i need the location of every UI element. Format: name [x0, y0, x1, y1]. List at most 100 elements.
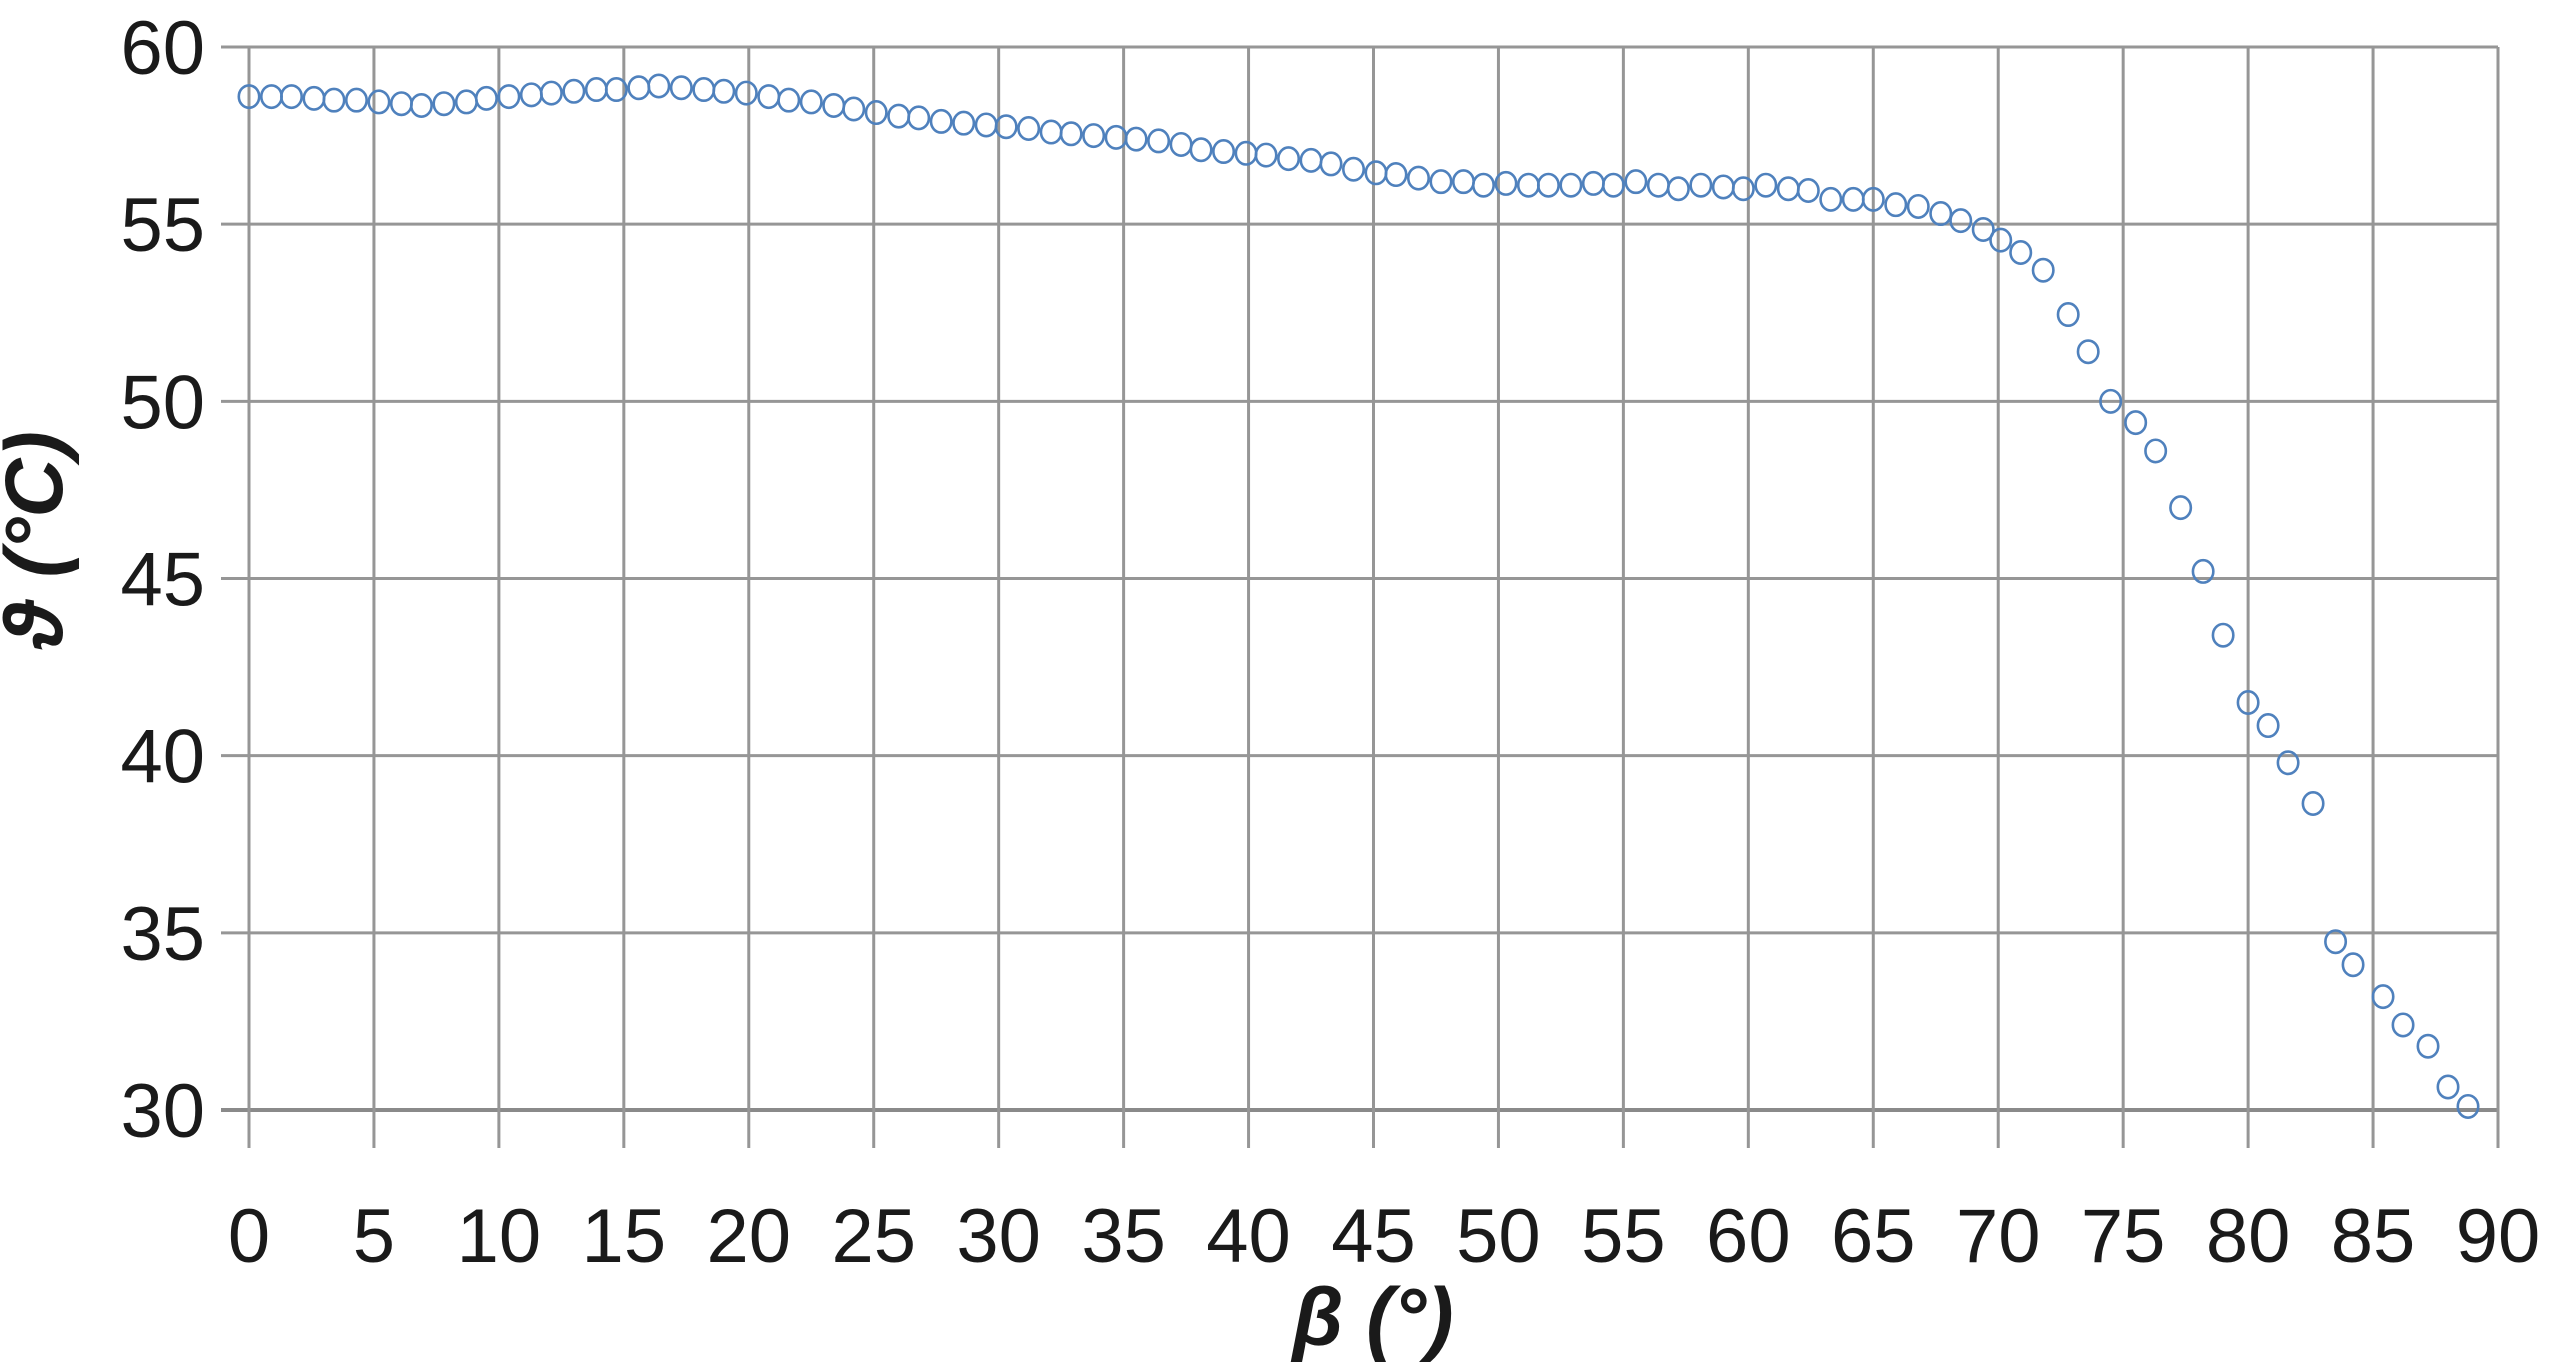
y-tick-label: 35 [120, 892, 205, 977]
x-tick-label: 5 [353, 1194, 395, 1279]
data-point [1841, 186, 1865, 212]
gridlines [221, 45, 2500, 1148]
x-tick-labels: 0 5 10 15 20 25 30 35 40 45 50 55 60 65 70 75 80 85 90 [228, 1194, 2540, 1279]
data-point [929, 108, 953, 134]
data-point [1429, 169, 1453, 195]
x-tick-label: 35 [1081, 1194, 1166, 1279]
x-tick-label: 70 [1956, 1194, 2041, 1279]
data-point [1929, 201, 1953, 227]
data-point [757, 84, 781, 110]
data-point [1536, 172, 1560, 198]
data-point [279, 84, 303, 110]
x-tick-label: 50 [1456, 1194, 1541, 1279]
data-point [1169, 131, 1193, 157]
y-tick-label: 50 [120, 360, 205, 445]
data-point [822, 92, 846, 118]
data-point [474, 85, 498, 111]
data-point [2371, 984, 2395, 1010]
data-point [237, 84, 261, 110]
x-tick-label: 10 [457, 1194, 542, 1279]
x-tick-label: 55 [1581, 1194, 1666, 1279]
x-tick-label: 90 [2456, 1194, 2541, 1279]
y-tick-label: 30 [120, 1069, 205, 1154]
data-point [2144, 438, 2168, 464]
data-point [1624, 169, 1648, 195]
data-point [907, 105, 931, 131]
data-point [1516, 172, 1540, 198]
data-point [1364, 160, 1388, 186]
x-tick-label: 45 [1331, 1194, 1416, 1279]
x-tick-label: 20 [707, 1194, 792, 1279]
data-point [2056, 302, 2080, 328]
data-point [1406, 165, 1430, 191]
data-point [734, 80, 758, 106]
data-point [432, 91, 456, 117]
data-point [562, 78, 586, 104]
data-point [2301, 791, 2325, 817]
data-point [712, 78, 736, 104]
data-point [2076, 339, 2100, 365]
data-point [1147, 128, 1171, 154]
data-point [1949, 208, 1973, 234]
y-tick-labels: 30 35 40 45 50 55 60 [120, 6, 205, 1154]
data-point [1731, 176, 1755, 202]
data-point [344, 87, 368, 113]
x-tick-label: 75 [2081, 1194, 2166, 1279]
data-point [1796, 178, 1820, 204]
data-point [584, 77, 608, 103]
data-point [2191, 558, 2215, 584]
data-point [497, 84, 521, 110]
data-point [2099, 388, 2123, 414]
data-point [1711, 174, 1735, 200]
data-point [604, 77, 628, 103]
x-tick-label: 25 [831, 1194, 916, 1279]
data-point [1906, 193, 1930, 219]
data-point [1277, 146, 1301, 172]
data-point [1082, 123, 1106, 149]
data-point [1666, 176, 1690, 202]
data-point [2236, 690, 2260, 716]
x-tick-label: 85 [2331, 1194, 2416, 1279]
data-point [1601, 172, 1625, 198]
data-points [237, 73, 2480, 1119]
data-point [2341, 952, 2365, 978]
data-point [302, 85, 326, 111]
data-point [1254, 142, 1278, 168]
y-tick-label: 60 [120, 6, 205, 91]
data-point [389, 91, 413, 117]
data-point [842, 96, 866, 122]
data-point [669, 75, 693, 101]
data-point [627, 75, 651, 101]
data-point [1017, 115, 1041, 141]
data-point [1039, 119, 1063, 145]
data-point [1971, 216, 1995, 242]
data-point [2416, 1033, 2440, 1059]
data-point [1861, 186, 1885, 212]
x-tick-label: 40 [1206, 1194, 1291, 1279]
data-point [1189, 137, 1213, 163]
data-point [974, 112, 998, 138]
data-point [1451, 169, 1475, 195]
data-point [864, 100, 888, 126]
data-point [2009, 240, 2033, 266]
data-point [2256, 713, 2280, 739]
data-point [367, 89, 391, 115]
data-point [2436, 1074, 2460, 1100]
data-point [1559, 172, 1583, 198]
data-point [1212, 139, 1236, 165]
y-tick-label: 45 [120, 538, 205, 623]
x-tick-label: 65 [1831, 1194, 1916, 1279]
x-tick-label: 15 [582, 1194, 667, 1279]
data-point [1776, 176, 1800, 202]
data-point [1124, 126, 1148, 152]
data-point [1234, 140, 1258, 166]
data-point [454, 89, 478, 115]
x-tick-label: 30 [956, 1194, 1041, 1279]
y-axis-title: ϑ (°C) [0, 431, 80, 650]
data-point [994, 114, 1018, 140]
y-tick-label: 40 [120, 715, 205, 800]
data-point [539, 80, 563, 106]
data-point [1299, 147, 1323, 173]
